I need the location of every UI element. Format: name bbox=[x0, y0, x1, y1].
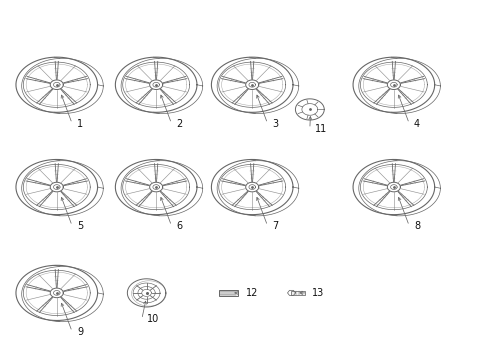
Text: 5: 5 bbox=[77, 221, 83, 231]
Text: 3: 3 bbox=[272, 118, 278, 129]
Bar bbox=[292, 291, 305, 295]
Text: 1: 1 bbox=[77, 118, 83, 129]
Bar bbox=[219, 290, 238, 296]
Text: 9: 9 bbox=[77, 327, 83, 337]
Text: 8: 8 bbox=[414, 221, 420, 231]
Text: 11: 11 bbox=[315, 124, 327, 134]
Text: 4: 4 bbox=[414, 118, 420, 129]
Text: 10: 10 bbox=[147, 314, 159, 324]
Text: 12: 12 bbox=[246, 288, 258, 298]
Text: 13: 13 bbox=[312, 288, 324, 298]
Text: 2: 2 bbox=[176, 118, 183, 129]
Text: 6: 6 bbox=[176, 221, 182, 231]
Text: 7: 7 bbox=[272, 221, 279, 231]
